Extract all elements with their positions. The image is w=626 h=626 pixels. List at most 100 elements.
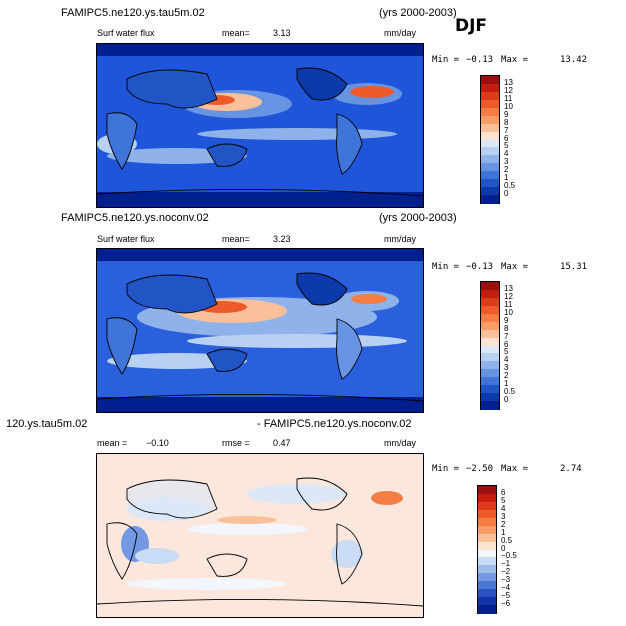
colorbar-tick-label: 0.5 (501, 535, 513, 545)
panel1-map (96, 43, 424, 208)
colorbar-cell (481, 282, 499, 291)
panel2-colorbar (480, 281, 500, 410)
colorbar-tick-label: 0 (504, 189, 509, 199)
panel1-min-value: −0.13 (466, 55, 494, 65)
colorbar-cell (478, 573, 496, 582)
panel3-min-value: −2.50 (466, 464, 494, 474)
colorbar-tick-label: 0 (504, 395, 509, 405)
panel3-map (96, 453, 424, 618)
panel2-units: mm/day (384, 234, 417, 244)
colorbar-tick-label: 4 (501, 503, 506, 513)
panel3-max-label: Max = (501, 464, 529, 474)
colorbar-tick-label: 11 (504, 299, 513, 309)
colorbar-cell (481, 187, 499, 196)
panel3-rmse-label: rmse = (222, 438, 250, 448)
panel3-units: mm/day (384, 438, 417, 448)
colorbar-cell (481, 139, 499, 148)
colorbar-cell (481, 155, 499, 164)
colorbar-tick-label: −3 (501, 575, 511, 585)
panel2-case-title: FAMIPC5.ne120.ys.noconv.02 (61, 212, 209, 224)
colorbar-cell (478, 557, 496, 566)
panel1-max-label: Max = (501, 55, 529, 65)
colorbar-cell (481, 171, 499, 180)
colorbar-tick-label: 9 (504, 109, 509, 119)
colorbar-tick-label: 12 (504, 291, 513, 301)
colorbar-cell (481, 361, 499, 370)
colorbar-tick-label: 5 (504, 347, 509, 357)
panel3-colorbar-cells (478, 486, 496, 614)
colorbar-tick-label: −6 (501, 599, 511, 609)
colorbar-cell (481, 123, 499, 133)
colorbar-cell (481, 163, 499, 172)
colorbar-cell (481, 76, 499, 85)
panel1-min-label: Min = (432, 55, 460, 65)
colorbar-cell (481, 321, 499, 331)
colorbar-cell (481, 313, 499, 323)
colorbar-cell (481, 289, 499, 299)
colorbar-tick-label: −1 (501, 559, 511, 569)
colorbar-tick-label: 3 (504, 157, 509, 167)
panel1-years: (yrs 2000-2003) (379, 7, 457, 19)
colorbar-cell (478, 533, 496, 543)
colorbar-cell (481, 131, 499, 140)
panel1-case-title: FAMIPC5.ne120.ys.tau5m.02 (61, 7, 205, 19)
colorbar-tick-label: −0.5 (501, 551, 517, 561)
panel3-colorbar (477, 485, 497, 614)
panel2-colorbar-cells (481, 282, 499, 410)
colorbar-cell (481, 147, 499, 156)
panel2-min-value: −0.13 (466, 262, 494, 272)
colorbar-tick-label: −2 (501, 567, 511, 577)
colorbar-cell (481, 393, 499, 402)
colorbar-tick-label: 9 (504, 315, 509, 325)
colorbar-cell (478, 581, 496, 590)
colorbar-cell (478, 605, 496, 614)
colorbar-cell (478, 597, 496, 606)
colorbar-tick-label: 13 (504, 283, 513, 293)
colorbar-cell (481, 107, 499, 117)
panel2-max-value: 15.31 (560, 262, 588, 272)
colorbar-cell (478, 525, 496, 535)
panel2-years: (yrs 2000-2003) (379, 212, 457, 224)
colorbar-cell (478, 589, 496, 598)
colorbar-cell (478, 509, 496, 519)
panel1-colorbar (480, 75, 500, 204)
panel1-max-value: 13.42 (560, 55, 588, 65)
colorbar-tick-label: 5 (504, 141, 509, 151)
colorbar-tick-label: 8 (504, 323, 509, 333)
colorbar-tick-label: 2 (501, 519, 506, 529)
colorbar-cell (481, 401, 499, 410)
colorbar-cell (478, 486, 496, 495)
colorbar-cell (481, 329, 499, 339)
colorbar-cell (481, 369, 499, 378)
colorbar-cell (481, 337, 499, 346)
panel1-mean-value: 3.13 (273, 28, 291, 38)
colorbar-cell (478, 493, 496, 503)
panel3-map-field (97, 477, 423, 607)
colorbar-tick-label: 2 (504, 165, 509, 175)
colorbar-cell (481, 353, 499, 362)
colorbar-tick-label: 13 (504, 77, 513, 87)
colorbar-tick-label: −5 (501, 591, 511, 601)
colorbar-cell (481, 345, 499, 354)
panel3-colorbar-labels: 6 5 4 3 2 1 0.5 0 −0.5 −1 −2 −3 −4 −5 −6 (501, 485, 535, 612)
colorbar-cell (478, 549, 496, 558)
colorbar-tick-label: 6 (501, 487, 506, 497)
colorbar-tick-label: 10 (504, 101, 513, 111)
colorbar-tick-label: −4 (501, 583, 511, 593)
panel2-colorbar-labels: 13 12 11 10 9 8 7 6 5 4 3 2 1 0.5 0 (504, 281, 534, 408)
colorbar-cell (481, 297, 499, 307)
colorbar-tick-label: 3 (504, 363, 509, 373)
panel2-map-field (97, 249, 423, 412)
colorbar-cell (478, 501, 496, 511)
colorbar-cell (481, 195, 499, 204)
colorbar-tick-label: 6 (504, 133, 509, 143)
colorbar-tick-label: 10 (504, 307, 513, 317)
colorbar-cell (478, 541, 496, 550)
panel1-mean-label: mean= (222, 28, 250, 38)
colorbar-cell (481, 115, 499, 125)
panel2-max-label: Max = (501, 262, 529, 272)
panel2-variable: Surf water flux (97, 234, 155, 244)
colorbar-tick-label: 7 (504, 331, 509, 341)
panel1-colorbar-labels: 13 12 11 10 9 8 7 6 5 4 3 2 1 0.5 0 (504, 75, 534, 202)
colorbar-tick-label: 4 (504, 149, 509, 159)
